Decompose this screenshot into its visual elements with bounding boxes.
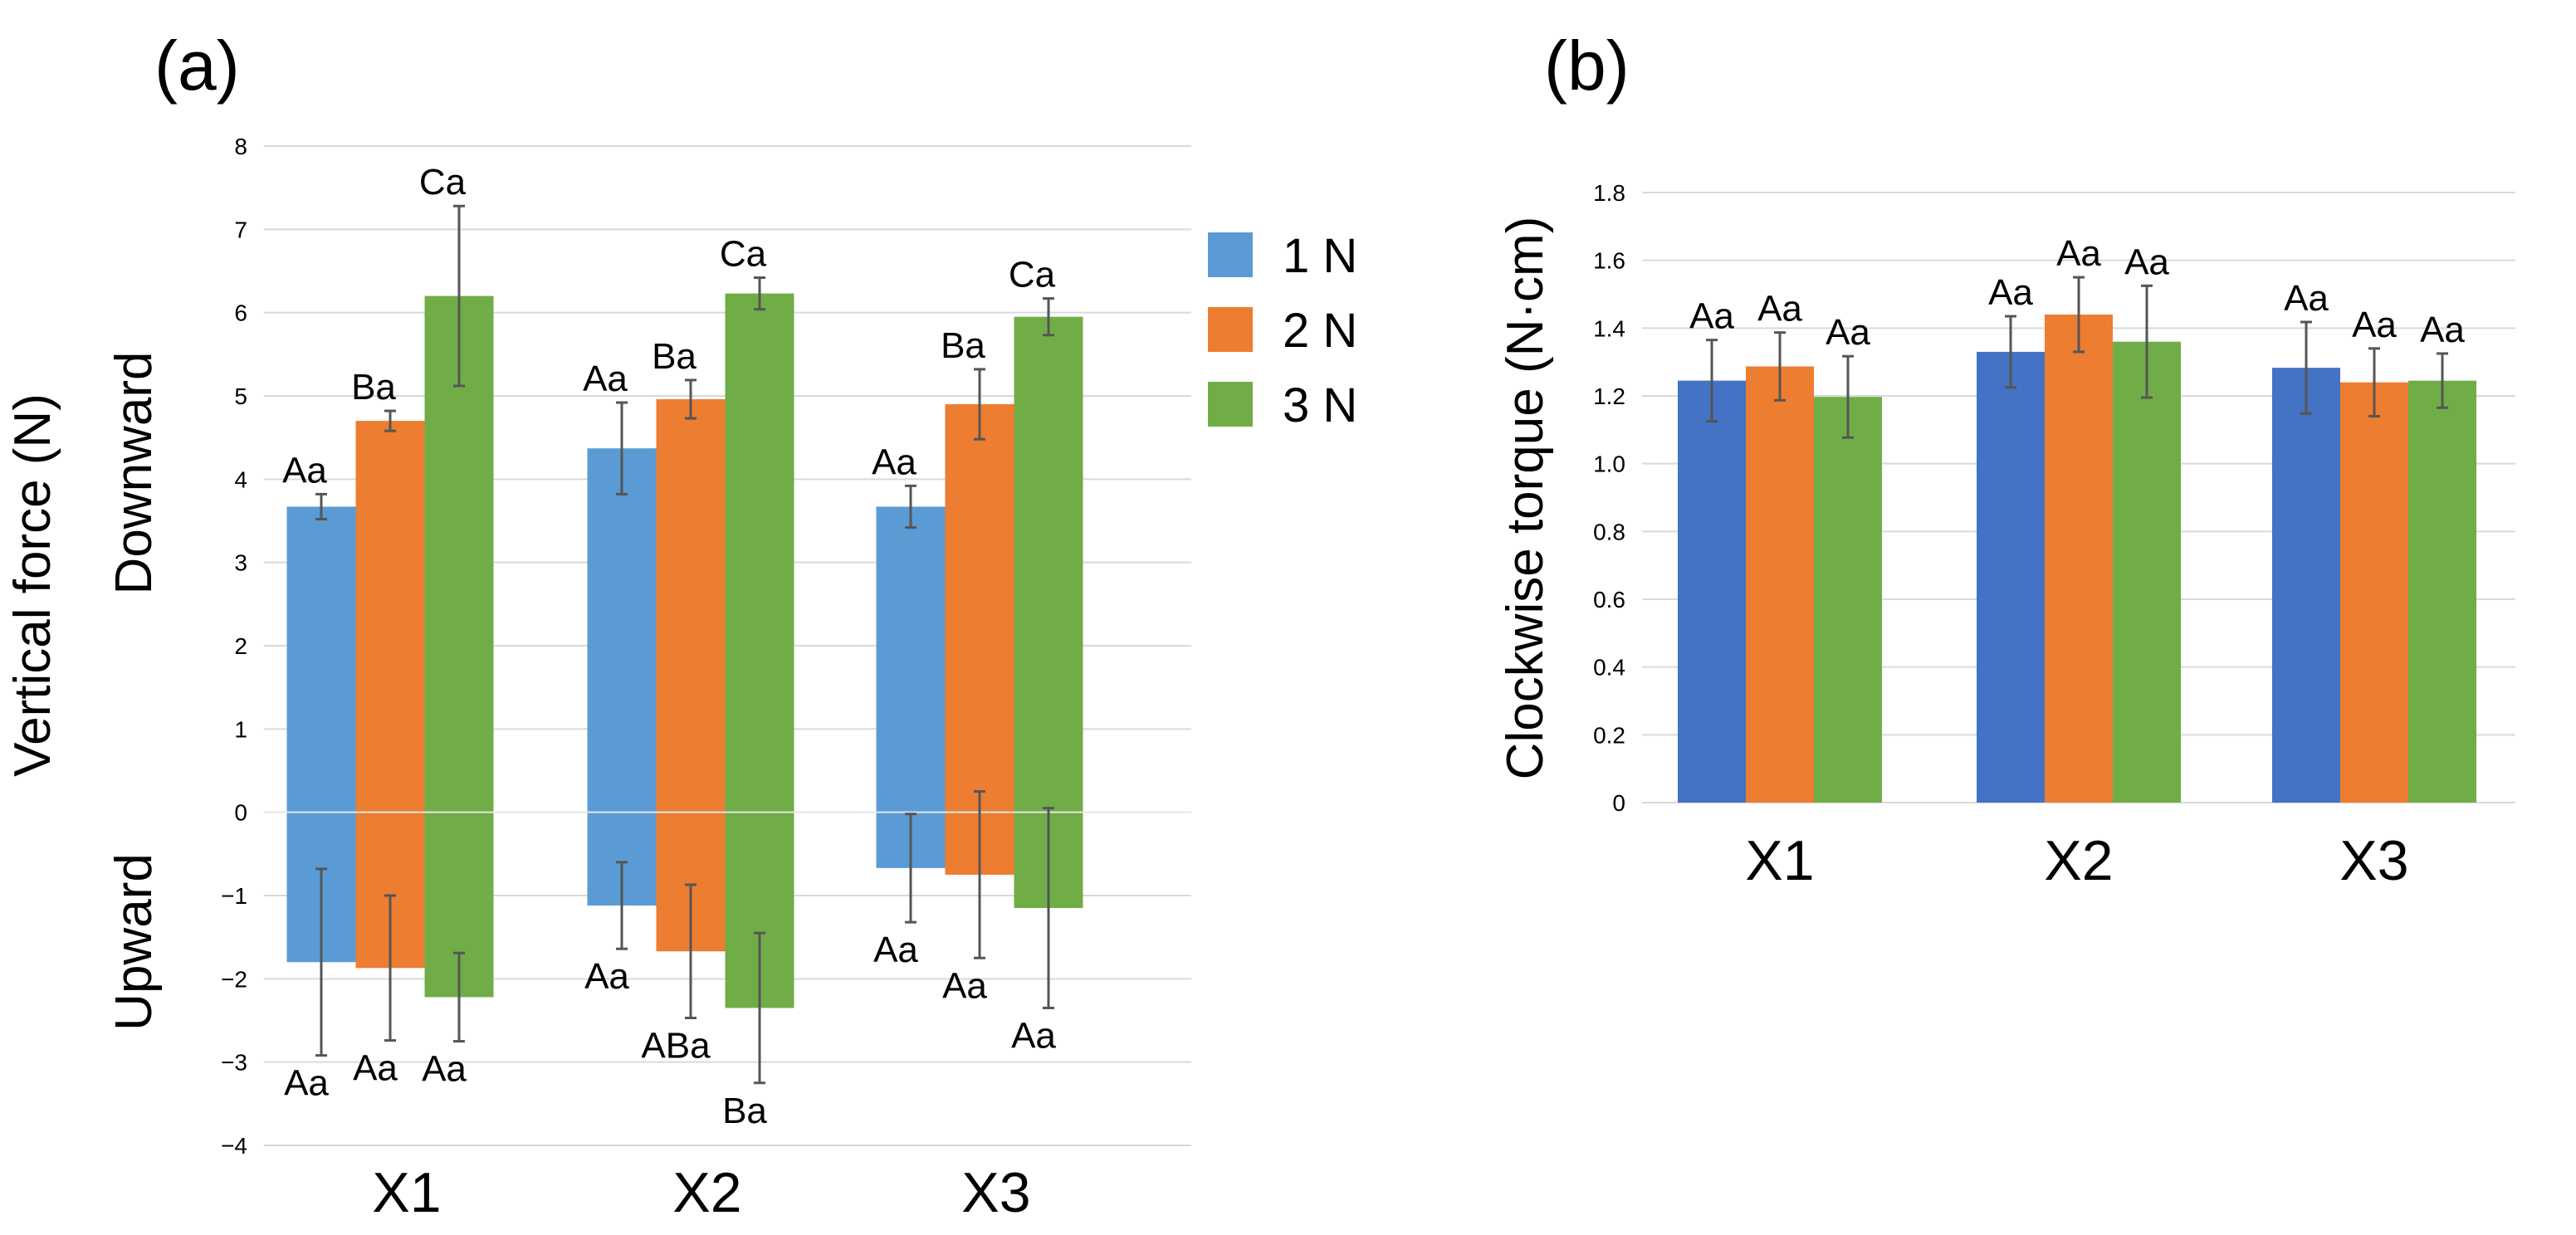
panel-a-negative-sig-label: Aa xyxy=(1011,1015,1056,1056)
panel-b-category-label: X1 xyxy=(1745,829,1814,892)
legend-swatch xyxy=(1208,382,1253,427)
panel-a-bar-positive xyxy=(587,448,657,813)
panel-a-downward-label: Downward xyxy=(105,352,163,595)
panel-b-y-tick-label: 0.8 xyxy=(1593,519,1625,544)
panel-a-bar-positive xyxy=(1014,316,1083,813)
panel-a-bar-positive xyxy=(355,421,425,813)
panel-b-y-tick-label: 0.2 xyxy=(1593,722,1625,748)
panel-a-negative-sig-label: Aa xyxy=(422,1049,467,1090)
panel-b-y-tick-label: 1.8 xyxy=(1593,180,1625,206)
panel-b-label: (b) xyxy=(1544,27,1630,105)
panel-a-y-tick-label: −1 xyxy=(221,883,247,909)
panel-a-bar-positive xyxy=(725,293,794,813)
legend-label: 2 N xyxy=(1283,304,1357,358)
panel-a-y-tick-labels: 8 7 6 5 4 3 2 1 0 −1 −2 −3 −4 xyxy=(221,134,247,1159)
panel-b-sig-label: Aa xyxy=(1826,312,1870,353)
panel-a-negative-sig-label: Aa xyxy=(584,956,629,997)
panel-b-y-tick-label: 1.4 xyxy=(1593,315,1625,341)
panel-a-y-tick-label: 7 xyxy=(234,217,247,242)
panel-b-bar xyxy=(1977,351,2045,803)
panel-a-y-tick-label: −3 xyxy=(221,1050,247,1076)
panel-a-negative-sig-label: Aa xyxy=(873,930,918,970)
panel-b-sig-label: Aa xyxy=(2352,305,2397,345)
panel-a-significance-labels: Aa Aa Aa Aa Aa Aa Ba Aa Ba ABa Ba Aa Ca Aa Ca Ba Ca Aa xyxy=(282,162,1056,1131)
panel-b-error-bars xyxy=(1706,276,2448,439)
panel-a-y-tick-label: 5 xyxy=(234,383,247,409)
panel-b-bar xyxy=(2045,315,2113,803)
panel-a-upward-label: Upward xyxy=(105,853,163,1031)
panel-b-y-tick-label: 0 xyxy=(1612,790,1625,816)
panel-a-error-bars xyxy=(315,204,1054,1085)
panel-a-positive-sig-label: Aa xyxy=(872,442,917,482)
panel-a-positive-sig-label: Ba xyxy=(652,336,697,377)
panel-b-bar xyxy=(2113,341,2181,803)
panel-a-y-tick-label: 2 xyxy=(234,633,247,659)
panel-a-positive-sig-label: Ca xyxy=(419,162,467,203)
panel-a-negative-sig-label: ABa xyxy=(641,1025,711,1066)
panel-b-sig-label: Aa xyxy=(1689,296,1734,337)
panel-b-category-label: X2 xyxy=(2044,829,2113,892)
panel-a-bar-positive xyxy=(876,506,946,813)
panel-a-y-tick-label: 3 xyxy=(234,550,247,576)
panel-b-y-axis-title: Clockwise torque (N·cm) xyxy=(1497,217,1554,780)
panel-a-category-labels: X1 X2 X3 xyxy=(372,1161,1030,1224)
panel-a-y-tick-label: 4 xyxy=(234,466,247,492)
panel-a-category-label: X3 xyxy=(961,1161,1030,1224)
panel-b-category-labels: X1 X2 X3 xyxy=(1745,829,2408,892)
panel-a-positive-sig-label: Ca xyxy=(720,234,767,275)
panel-b-bar xyxy=(1746,366,1814,803)
panel-b-bar xyxy=(1678,380,1746,803)
panel-a-y-tick-label: 6 xyxy=(234,300,247,326)
legend-label: 3 N xyxy=(1283,378,1357,432)
panel-b-y-tick-label: 1.2 xyxy=(1593,383,1625,409)
panel-a-negative-sig-label: Aa xyxy=(942,965,987,1006)
panel-b-bar xyxy=(2272,368,2340,803)
panel-b-significance-labels: Aa Aa Aa Aa Aa Aa Aa Aa Aa xyxy=(1689,233,2465,353)
panel-a-negative-sig-label: Aa xyxy=(353,1048,398,1089)
panel-b-category-label: X3 xyxy=(2339,829,2408,892)
panel-b-sig-label: Aa xyxy=(2124,242,2169,282)
panel-b-y-tick-label: 1.6 xyxy=(1593,248,1625,274)
panel-a-positive-sig-label: Ba xyxy=(941,325,985,366)
panel-a-negative-sig-label: Aa xyxy=(284,1063,329,1104)
panel-a-bar-positive xyxy=(286,506,356,813)
panel-a-positive-sig-label: Ca xyxy=(1009,255,1056,295)
panel-a-bar-positive xyxy=(945,404,1014,813)
panel-a-bars xyxy=(286,293,1083,1008)
panel-a-y-axis-title: Vertical force (N) xyxy=(4,393,61,777)
panel-b-y-tick-label: 0.4 xyxy=(1593,655,1625,681)
panel-a-y-tick-label: 8 xyxy=(234,134,247,159)
legend: 1 N 2 N 3 N xyxy=(1208,229,1357,432)
panel-a-label: (a) xyxy=(154,27,240,105)
panel-b-y-tick-label: 0.6 xyxy=(1593,587,1625,613)
legend-swatch xyxy=(1208,232,1253,277)
panel-b-y-tick-label: 1.0 xyxy=(1593,452,1625,477)
panel-b-bar xyxy=(2340,382,2408,803)
panel-b-bars xyxy=(1678,315,2476,803)
panel-a-y-tick-label: 0 xyxy=(234,800,247,826)
panel-a-y-tick-label: 1 xyxy=(234,716,247,742)
panel-a-vertical-force-chart: (a) 8 7 6 5 4 3 2 1 0 −1 −2 −3 −4 Aa Aa Aa Aa Aa Aa Ba Aa Ba… xyxy=(4,27,1357,1224)
panel-b-bar xyxy=(1814,397,1882,803)
panel-a-category-label: X2 xyxy=(672,1161,741,1224)
panel-b-bar xyxy=(2408,380,2476,803)
legend-swatch xyxy=(1208,307,1253,352)
panel-a-bar-positive xyxy=(656,399,726,813)
panel-b-sig-label: Aa xyxy=(2056,233,2101,274)
panel-a-category-label: X1 xyxy=(372,1161,441,1224)
panel-a-positive-sig-label: Aa xyxy=(583,359,628,399)
panel-a-positive-sig-label: Aa xyxy=(282,450,327,491)
panel-a-y-tick-label: −4 xyxy=(221,1133,247,1159)
panel-b-sig-label: Aa xyxy=(1988,272,2033,313)
panel-b-y-tick-labels: 1.8 1.6 1.4 1.2 1.0 0.8 0.6 0.4 0.2 0 xyxy=(1593,180,1625,816)
panel-b-sig-label: Aa xyxy=(2284,278,2329,319)
panel-b-sig-label: Aa xyxy=(1757,289,1802,329)
panel-a-positive-sig-label: Ba xyxy=(351,367,396,408)
panel-a-y-tick-label: −2 xyxy=(221,966,247,992)
panel-a-negative-sig-label: Ba xyxy=(722,1091,767,1131)
panel-b-sig-label: Aa xyxy=(2420,310,2465,350)
legend-label: 1 N xyxy=(1283,229,1357,283)
